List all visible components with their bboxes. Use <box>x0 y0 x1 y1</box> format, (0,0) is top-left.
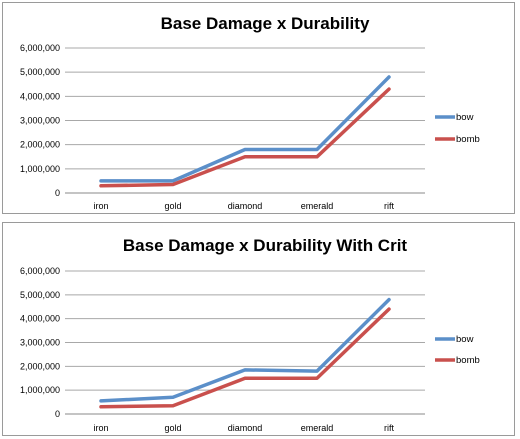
chart1-y-tick-label: 2,000,000 <box>20 361 60 371</box>
chart1-x-tick-label: diamond <box>228 423 263 433</box>
chart-panel-base-damage-crit: Base Damage x Durability With Crit 0 1,000… <box>2 222 515 436</box>
chart1-y-tick-label: 6,000,000 <box>20 266 60 276</box>
chart0-y-tick-label: 2,000,000 <box>20 140 60 150</box>
chart-base-damage-crit: Base Damage x Durability With Crit 0 1,000… <box>20 236 480 433</box>
chart0-x-tick-label: emerald <box>301 201 334 211</box>
chart0-x-tick-label: iron <box>93 201 108 211</box>
chart0-x-tick-label: rift <box>384 201 394 211</box>
chart0-x-tick-label: diamond <box>228 201 263 211</box>
chart1-title: Base Damage x Durability With Crit <box>123 236 408 255</box>
chart1-x-tick-label: iron <box>93 423 108 433</box>
chart-panel-base-damage: Base Damage x Durability 0 1,000,000 2,000,… <box>2 2 515 214</box>
chart1-legend-label-bomb: bomb <box>456 355 480 366</box>
chart0-y-tick-label: 6,000,000 <box>20 43 60 53</box>
chart1-y-tick-label: 4,000,000 <box>20 314 60 324</box>
chart1-series-line-bow <box>99 297 391 403</box>
chart0-series-line-bow <box>99 75 391 183</box>
chart1-series-line-bomb <box>99 307 391 409</box>
chart0-y-tick-label: 0 <box>55 188 60 198</box>
chart0-legend-label-bomb: bomb <box>456 134 480 145</box>
chart1-y-tick-label: 1,000,000 <box>20 385 60 395</box>
chart0-y-tick-label: 5,000,000 <box>20 67 60 77</box>
chart0-series-line-bomb <box>99 87 391 188</box>
chart0-y-tick-label: 1,000,000 <box>20 164 60 174</box>
chart0-y-tick-label: 4,000,000 <box>20 91 60 101</box>
chart0-title: Base Damage x Durability <box>161 14 370 33</box>
chart1-legend-label-bow: bow <box>456 334 474 345</box>
chart0-x-tick-label: gold <box>164 201 181 211</box>
chart1-x-tick-label: rift <box>384 423 394 433</box>
chart1-y-tick-label: 3,000,000 <box>20 338 60 348</box>
chart0-y-tick-label: 3,000,000 <box>20 116 60 126</box>
chart1-y-tick-label: 5,000,000 <box>20 290 60 300</box>
chart1-x-tick-label: emerald <box>301 423 334 433</box>
chart1-y-tick-label: 0 <box>55 409 60 419</box>
chart0-legend-label-bow: bow <box>456 112 474 123</box>
chart-base-damage: Base Damage x Durability 0 1,000,000 2,000,… <box>20 14 480 211</box>
chart1-x-tick-label: gold <box>164 423 181 433</box>
